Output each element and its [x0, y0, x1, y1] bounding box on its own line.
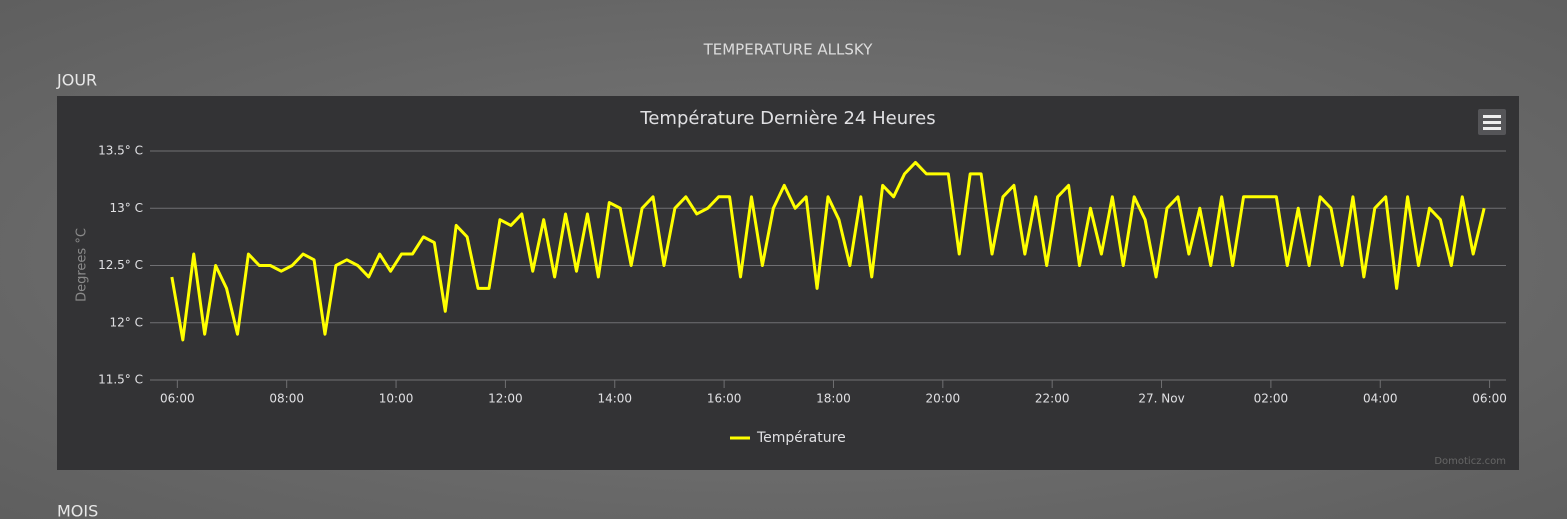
- menu-icon-bar: [1483, 127, 1501, 130]
- chart-panel: [57, 96, 1519, 470]
- data-line: [170, 160, 1486, 342]
- x-tick-label: 14:00: [597, 392, 632, 406]
- menu-button[interactable]: [1478, 109, 1506, 135]
- x-tick-label: 27. Nov: [1138, 392, 1184, 406]
- menu-icon-bar: [1483, 121, 1501, 124]
- x-tick-label: 10:00: [379, 392, 414, 406]
- x-tick-label: 18:00: [816, 392, 851, 406]
- x-tick-label: 16:00: [707, 392, 742, 406]
- chart-title: Température Dernière 24 Heures: [639, 108, 935, 129]
- credit: Domoticz.com: [1434, 456, 1506, 467]
- y-tick-label: 12.5° C: [98, 258, 143, 272]
- x-tick-label: 04:00: [1363, 392, 1398, 406]
- x-tick-label: 22:00: [1035, 392, 1070, 406]
- section-label: JOUR: [56, 71, 97, 90]
- menu-icon-bar: [1483, 115, 1501, 118]
- y-tick-label: 13° C: [110, 201, 143, 215]
- page-title: TEMPERATURE ALLSKY: [703, 41, 874, 59]
- y-tick-label: 13.5° C: [98, 144, 143, 158]
- section-label: MOIS: [57, 502, 98, 519]
- y-tick-label: 11.5° C: [98, 373, 143, 387]
- y-tick-label: 12° C: [110, 315, 143, 329]
- y-axis-title: Degrees °C: [75, 228, 90, 302]
- x-tick-label: 06:00: [1472, 392, 1507, 406]
- x-tick-label: 02:00: [1254, 392, 1289, 406]
- x-tick-label: 20:00: [926, 392, 961, 406]
- x-tick-label: 12:00: [488, 392, 523, 406]
- x-tick-label: 08:00: [269, 392, 304, 406]
- legend-label: Température: [756, 430, 846, 446]
- x-tick-label: 06:00: [160, 392, 195, 406]
